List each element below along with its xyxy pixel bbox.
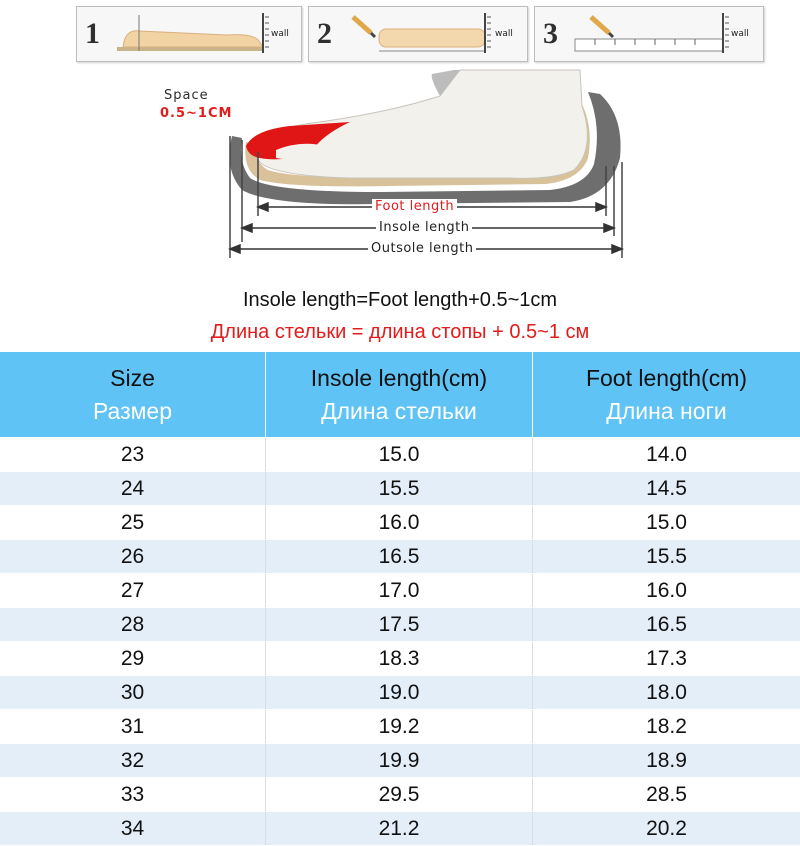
header-label-ru: Размер xyxy=(92,397,173,424)
table-row: 26 16.5 15.5 xyxy=(0,539,800,573)
table-row: 32 19.9 18.9 xyxy=(0,743,800,777)
cell-insole-length: 15.5 xyxy=(266,472,533,505)
size-table: Size Размер Insole length(cm) Длина стел… xyxy=(0,352,800,845)
cell-foot-length: 15.0 xyxy=(646,510,687,534)
table-row: 30 19.0 18.0 xyxy=(0,675,800,709)
formula-russian: Длина стельки = длина стопы + 0.5~1 см xyxy=(210,321,590,343)
cell-insole-length: 18.3 xyxy=(266,642,533,675)
wall-label: wall xyxy=(731,29,749,39)
table-row: 28 17.5 16.5 xyxy=(0,607,800,641)
cell-foot-length: 18.2 xyxy=(646,714,687,738)
cell-insole-length: 15.0 xyxy=(266,438,533,471)
insole-length-label: Insole length xyxy=(376,220,473,235)
cell-foot-length: 18.0 xyxy=(646,680,687,704)
table-row: 29 18.3 17.3 xyxy=(0,641,800,675)
step-3-panel: 3 wall xyxy=(534,6,764,62)
cell-insole-length: 29.5 xyxy=(266,778,533,811)
table-header: Size Размер Insole length(cm) Длина стел… xyxy=(0,352,800,437)
step-number: 1 xyxy=(85,17,100,50)
table-row: 33 29.5 28.5 xyxy=(0,777,800,811)
cell-insole-length: 19.2 xyxy=(266,710,533,743)
cell-size: 30 xyxy=(0,676,266,709)
header-label-ru: Длина ноги xyxy=(606,397,727,424)
cell-size: 31 xyxy=(0,710,266,743)
cell-foot-length: 16.0 xyxy=(646,578,687,602)
step-2-panel: 2 wall xyxy=(308,6,528,62)
header-label-en: Insole length(cm) xyxy=(310,364,488,391)
shoe-cross-section-icon xyxy=(227,69,625,258)
cell-size: 29 xyxy=(0,642,266,675)
table-row: 31 19.2 18.2 xyxy=(0,709,800,743)
cell-size: 25 xyxy=(0,506,266,539)
cell-insole-length: 19.0 xyxy=(266,676,533,709)
cell-foot-length: 20.2 xyxy=(646,816,687,840)
table-row: 34 21.2 20.2 xyxy=(0,811,800,845)
space-label: Space xyxy=(164,88,209,103)
cell-size: 33 xyxy=(0,778,266,811)
cell-insole-length: 19.9 xyxy=(266,744,533,777)
cell-size: 28 xyxy=(0,608,266,641)
header-label-en: Foot length(cm) xyxy=(585,364,748,391)
step-number: 2 xyxy=(317,17,332,50)
header-label-en: Size xyxy=(110,364,155,391)
cell-insole-length: 17.0 xyxy=(266,574,533,607)
space-value: 0.5~1CM xyxy=(160,106,233,121)
cell-size: 23 xyxy=(0,438,266,471)
table-row: 27 17.0 16.0 xyxy=(0,573,800,607)
cell-size: 27 xyxy=(0,574,266,607)
header-label-ru: Длина стельки xyxy=(321,397,477,424)
wall-label: wall xyxy=(495,29,513,39)
step-number: 3 xyxy=(543,17,558,50)
foot-on-ruler-illustration xyxy=(117,13,269,53)
pencil-marking-illustration xyxy=(351,13,491,53)
foot-length-label: Foot length xyxy=(372,199,458,214)
table-row: 23 15.0 14.0 xyxy=(0,437,800,471)
cell-insole-length: 17.5 xyxy=(266,608,533,641)
formula-english: Insole length=Foot length+0.5~1cm xyxy=(242,289,558,311)
shoe-measurement-diagram: Space 0.5~1CM Foot length Insole length … xyxy=(150,66,650,266)
cell-foot-length: 14.5 xyxy=(646,476,687,500)
table-row: 25 16.0 15.0 xyxy=(0,505,800,539)
table-row: 24 15.5 14.5 xyxy=(0,471,800,505)
wall-label: wall xyxy=(271,29,289,39)
cell-foot-length: 15.5 xyxy=(646,544,687,568)
cell-insole-length: 16.5 xyxy=(266,540,533,573)
cell-foot-length: 18.9 xyxy=(646,748,687,772)
cell-insole-length: 16.0 xyxy=(266,506,533,539)
cell-foot-length: 17.3 xyxy=(646,646,687,670)
cell-foot-length: 16.5 xyxy=(646,612,687,636)
measuring-steps: 1 wall 2 wall xyxy=(76,6,768,64)
cell-size: 34 xyxy=(0,812,266,845)
cell-size: 26 xyxy=(0,540,266,573)
cell-size: 32 xyxy=(0,744,266,777)
ruler-measure-illustration xyxy=(574,13,729,53)
outsole-length-label: Outsole length xyxy=(368,241,477,256)
cell-insole-length: 21.2 xyxy=(266,812,533,845)
header-size: Size Размер xyxy=(0,352,266,437)
header-insole-length: Insole length(cm) Длина стельки xyxy=(266,352,533,437)
cell-foot-length: 14.0 xyxy=(646,442,687,466)
header-foot-length: Foot length(cm) Длина ноги xyxy=(533,352,800,437)
cell-foot-length: 28.5 xyxy=(646,782,687,806)
step-1-panel: 1 wall xyxy=(76,6,302,62)
cell-size: 24 xyxy=(0,472,266,505)
